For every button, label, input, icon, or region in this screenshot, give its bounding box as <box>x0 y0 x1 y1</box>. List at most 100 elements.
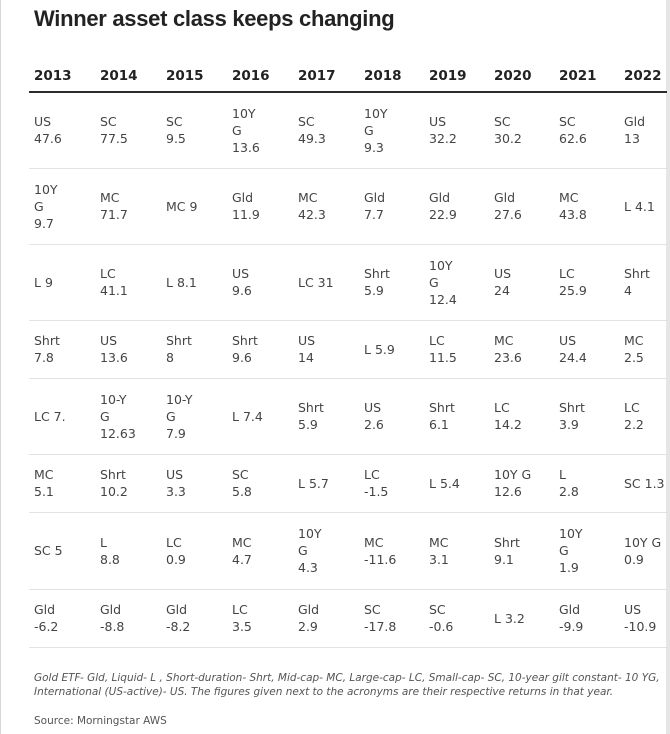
cell-line: G <box>298 543 308 558</box>
table-cell: US 14 <box>293 320 359 379</box>
table-cell: 10Y G 1.9 <box>554 512 619 590</box>
cell-line: SC 5 <box>34 543 63 558</box>
cell-line: MC 9 <box>166 198 198 214</box>
cell-line: 71.7 <box>100 207 128 222</box>
cell-line: Shrt <box>494 534 520 550</box>
table-cell: LC 25.9 <box>554 244 619 321</box>
cell-line: G <box>559 543 569 558</box>
column-header: 2016 <box>227 60 293 93</box>
frame-border-left <box>0 0 1 734</box>
table-row: SC 5 L 8.8 LC 0.9 MC 4.7 10Y G 4.3 MC -11.6 MC 3.1 Shr… <box>29 512 667 590</box>
cell-line: 9.6 <box>232 283 252 298</box>
table-cell: Gld 22.9 <box>424 168 489 245</box>
cell-line: 77.5 <box>100 131 128 147</box>
table-cell: US 13.6 <box>95 320 161 379</box>
cell-line: 2.2 <box>624 417 644 432</box>
cell-line: 12.6 <box>494 484 522 499</box>
table-cell: L 5.4 <box>424 454 489 513</box>
table-row: US 47.6 SC 77.5 SC 9.5 10Y G 13.6 SC 49.3 10Y G 9.3 US… <box>29 92 667 169</box>
cell-line: G <box>100 408 110 424</box>
cell-line: Shrt <box>232 333 258 348</box>
table-cell: LC 7. <box>29 378 95 455</box>
cell-line: 9.7 <box>34 215 54 231</box>
cell-line: MC <box>429 534 449 550</box>
table-cell: MC 4.7 <box>227 512 293 590</box>
cell-line: L 5.7 <box>298 475 329 491</box>
table-cell: SC 5 <box>29 512 95 590</box>
cell-line: 10.2 <box>100 484 128 499</box>
cell-line: US <box>559 333 577 348</box>
table-cell: 10Y G 9.3 <box>359 92 424 169</box>
table-cell: Shrt 3.9 <box>554 378 619 455</box>
table-cell: SC 5.8 <box>227 454 293 513</box>
cell-line: 3.3 <box>166 484 186 499</box>
cell-line: LC <box>166 534 182 550</box>
cell-line: Gld <box>494 190 516 205</box>
cell-line: 10Y <box>429 257 453 273</box>
table-cell: L 8.1 <box>161 244 227 321</box>
cell-line: US <box>232 266 250 281</box>
column-header: 2015 <box>161 60 227 93</box>
cell-line: Shrt <box>166 333 192 348</box>
cell-line: 3.9 <box>559 417 579 432</box>
cell-line: 10Y <box>364 105 388 121</box>
cell-line: US <box>100 333 118 348</box>
table-cell: US -10.9 <box>619 589 667 648</box>
frame-border-right <box>666 0 670 734</box>
cell-line: G <box>364 122 374 138</box>
cell-line: 4.7 <box>232 551 252 567</box>
table-cell: LC 14.2 <box>489 378 554 455</box>
cell-line: MC <box>559 190 579 205</box>
cell-line: SC <box>166 114 183 130</box>
cell-line: SC <box>232 467 249 482</box>
table-cell: L 2.8 <box>554 454 619 513</box>
table-cell: US 24.4 <box>554 320 619 379</box>
cell-line: -10.9 <box>624 619 657 634</box>
cell-line: 6.1 <box>429 417 449 432</box>
table-cell: SC 62.6 <box>554 92 619 169</box>
cell-line: MC <box>100 190 120 205</box>
cell-line: MC <box>34 467 54 482</box>
table-cell: Gld 7.7 <box>359 168 424 245</box>
cell-line: 9.5 <box>166 131 186 147</box>
cell-line: Gld <box>624 114 646 130</box>
cell-line: 7.7 <box>364 207 384 222</box>
cell-line: 9.3 <box>364 139 384 155</box>
table-cell: 10Y G 9.7 <box>29 168 95 245</box>
cell-line: 12.63 <box>100 425 136 441</box>
cell-line: US <box>624 602 642 617</box>
cell-line: LC 7. <box>34 408 66 424</box>
table-cell: 10-Y G 7.9 <box>161 378 227 455</box>
cell-line: 11.9 <box>232 207 260 222</box>
column-header: 2021 <box>554 60 619 93</box>
cell-line: 10Y <box>232 105 256 121</box>
cell-line: 27.6 <box>494 207 522 222</box>
cell-line: 9.1 <box>494 551 514 567</box>
cell-line: -17.8 <box>364 619 397 634</box>
cell-line: -8.2 <box>166 619 191 634</box>
cell-line: Gld <box>298 602 320 617</box>
cell-line: Gld <box>429 190 451 205</box>
cell-line: 12.4 <box>429 291 457 307</box>
cell-line: 5.9 <box>364 283 384 298</box>
cell-line: US <box>34 114 52 130</box>
cell-line: G <box>232 122 242 138</box>
cell-line: 2.8 <box>559 484 579 499</box>
table-cell: Gld -8.2 <box>161 589 227 648</box>
cell-line: -6.2 <box>34 619 59 634</box>
table-cell: Gld 11.9 <box>227 168 293 245</box>
cell-line: MC <box>494 333 514 348</box>
table-cell: US 3.3 <box>161 454 227 513</box>
table-header-row: 2013 2014 2015 2016 2017 2018 2019 2020 2021 2022 <box>29 60 667 93</box>
cell-line: Gld <box>559 602 581 617</box>
column-header: 2018 <box>359 60 424 93</box>
cell-line: 23.6 <box>494 350 522 365</box>
table-cell: LC 11.5 <box>424 320 489 379</box>
table-cell: Shrt 7.8 <box>29 320 95 379</box>
cell-line: Shrt <box>559 400 585 415</box>
table-cell: LC 0.9 <box>161 512 227 590</box>
cell-line: 1.9 <box>559 560 579 575</box>
table-cell: LC 41.1 <box>95 244 161 321</box>
cell-line: 32.2 <box>429 131 457 147</box>
table-cell: 10Y G 13.6 <box>227 92 293 169</box>
